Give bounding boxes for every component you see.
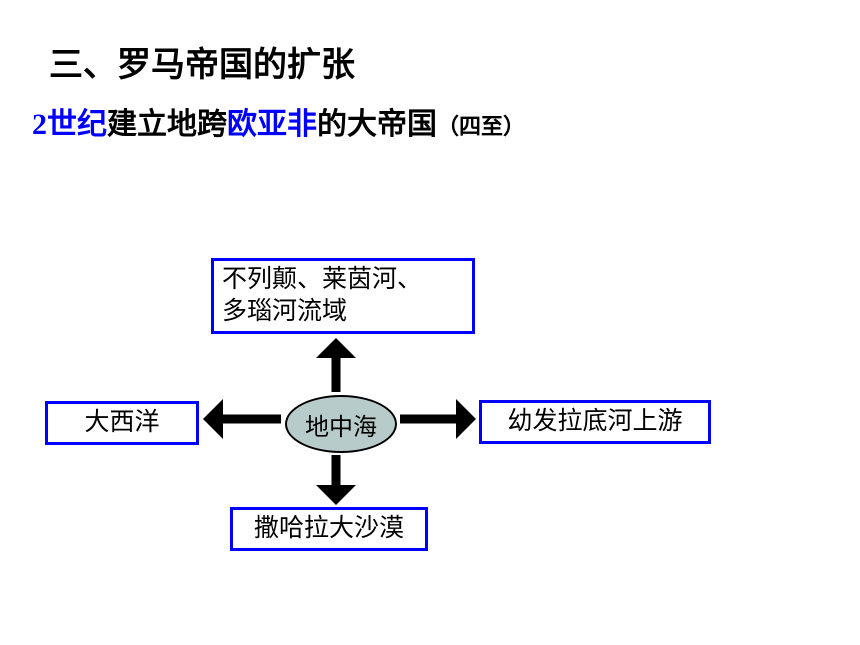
subtitle-part-3: 的大帝国	[317, 108, 437, 141]
subtitle-part-1: 建立地跨	[107, 108, 227, 141]
arrow-up	[316, 338, 356, 392]
box-east: 幼发拉底河上游	[479, 400, 711, 444]
box-west-line-0: 大西洋	[84, 407, 159, 440]
arrow-down	[316, 455, 356, 505]
box-north-line-1: 多瑙河流域	[222, 296, 347, 329]
center-node-label: 地中海	[305, 407, 377, 442]
subtitle-note: （四至）	[437, 114, 525, 139]
section-title: 三、罗马帝国的扩张	[49, 37, 355, 86]
arrow-left	[203, 399, 281, 439]
center-node-mediterranean: 地中海	[285, 395, 397, 453]
box-south-line-0: 撒哈拉大沙漠	[254, 513, 404, 546]
subtitle-part-2: 欧亚非	[227, 108, 317, 141]
box-west: 大西洋	[45, 401, 199, 445]
box-east-line-0: 幼发拉底河上游	[507, 406, 682, 439]
arrow-right	[400, 399, 476, 439]
box-south: 撒哈拉大沙漠	[230, 507, 428, 551]
box-north-line-0: 不列颠、莱茵河、	[222, 264, 422, 297]
section-title-text: 三、罗马帝国的扩张	[49, 47, 355, 84]
subtitle: 2世纪建立地跨欧亚非的大帝国（四至）	[32, 99, 525, 143]
subtitle-part-0: 2世纪	[32, 108, 107, 141]
box-north: 不列颠、莱茵河、 多瑙河流域	[211, 258, 475, 334]
